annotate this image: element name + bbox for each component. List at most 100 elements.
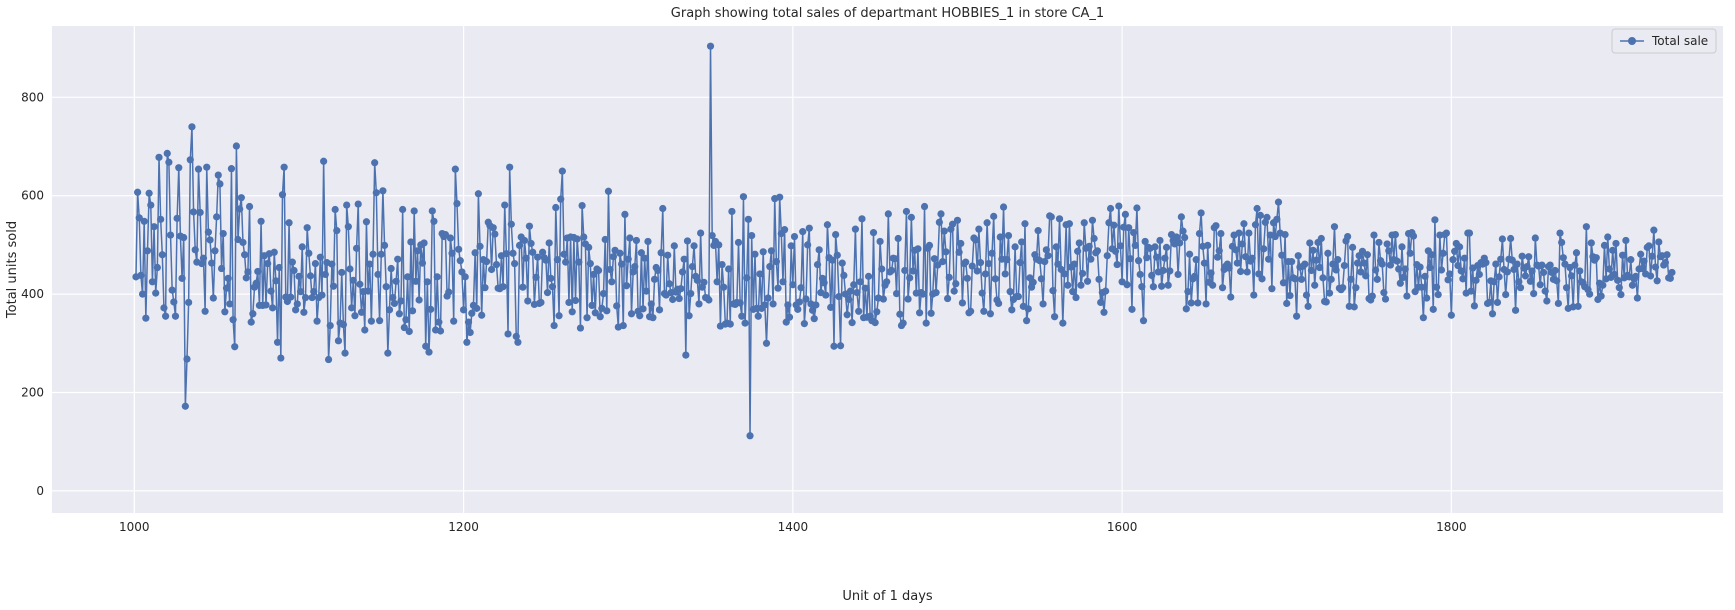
data-point <box>1525 253 1533 261</box>
data-point <box>1467 287 1475 295</box>
data-point <box>296 288 305 296</box>
data-point <box>1141 237 1149 246</box>
data-point <box>878 265 886 273</box>
data-point <box>380 241 389 249</box>
data-point <box>188 123 196 131</box>
data-point <box>548 283 557 291</box>
data-point <box>1400 273 1408 281</box>
data-point <box>626 234 634 242</box>
data-point <box>217 264 226 273</box>
data-point <box>594 266 603 275</box>
data-point <box>823 221 832 229</box>
data-point <box>1194 299 1202 307</box>
data-point <box>1217 229 1225 238</box>
data-point <box>464 318 473 326</box>
x-tick-label: 1400 <box>778 520 809 534</box>
data-point <box>988 249 996 257</box>
data-point <box>1080 219 1088 227</box>
data-point <box>196 208 204 217</box>
data-point <box>637 249 645 257</box>
data-point <box>851 225 860 233</box>
data-point <box>784 301 792 309</box>
data-point <box>1054 260 1062 268</box>
data-point <box>1439 249 1447 257</box>
data-point <box>1380 289 1388 297</box>
data-point <box>888 266 896 275</box>
data-point <box>137 271 145 279</box>
data-point <box>892 290 901 298</box>
data-point <box>492 260 501 269</box>
data-point <box>1587 239 1595 247</box>
y-tick-label: 200 <box>21 385 44 399</box>
data-point <box>1428 251 1436 259</box>
data-point <box>390 299 399 308</box>
data-point <box>1075 239 1083 247</box>
data-point <box>1536 281 1544 289</box>
data-point <box>744 215 752 223</box>
data-point <box>1661 259 1669 267</box>
data-point <box>295 272 303 280</box>
data-point <box>405 327 413 336</box>
data-point <box>334 337 343 345</box>
data-point <box>914 245 922 253</box>
data-point <box>285 219 293 227</box>
data-point <box>466 328 474 337</box>
data-point <box>367 317 375 325</box>
data-point <box>1131 241 1139 249</box>
data-point <box>1516 284 1525 292</box>
data-point <box>1136 270 1144 279</box>
data-point <box>208 259 216 267</box>
data-point <box>1645 242 1653 250</box>
data-point <box>1498 235 1506 243</box>
data-point <box>808 306 817 314</box>
data-point <box>175 164 183 172</box>
data-point <box>1268 285 1276 293</box>
data-point <box>502 250 510 258</box>
series-points-total-sale <box>132 42 1676 440</box>
data-point <box>1444 276 1452 284</box>
data-point <box>1037 275 1046 283</box>
data-point <box>537 298 545 307</box>
data-point <box>1627 256 1635 264</box>
data-point <box>990 212 998 220</box>
data-point <box>794 305 802 313</box>
data-point <box>840 271 848 279</box>
data-point <box>627 310 636 318</box>
data-point <box>1362 272 1370 280</box>
data-point <box>1251 221 1260 229</box>
data-point <box>313 317 321 325</box>
data-point <box>1123 281 1131 289</box>
data-point <box>1263 213 1271 221</box>
data-point <box>532 273 540 281</box>
data-point <box>519 283 527 291</box>
data-point <box>1434 290 1442 299</box>
data-point <box>1260 245 1268 253</box>
data-point <box>1530 290 1538 298</box>
data-point <box>1065 220 1074 228</box>
data-point <box>241 251 249 259</box>
data-point <box>1655 238 1663 246</box>
data-point <box>588 301 596 310</box>
data-point <box>1632 272 1640 280</box>
data-point <box>555 312 563 320</box>
data-point <box>1212 222 1220 230</box>
data-point <box>1001 270 1009 278</box>
data-point <box>580 233 588 241</box>
data-point <box>456 257 464 265</box>
data-point <box>364 287 372 295</box>
data-point <box>379 187 387 195</box>
data-point <box>1039 300 1047 308</box>
data-point <box>1018 238 1026 246</box>
data-point <box>209 294 217 302</box>
data-point <box>1248 254 1256 262</box>
data-point <box>157 215 165 223</box>
data-point <box>848 319 856 327</box>
data-point <box>1605 265 1613 273</box>
data-point <box>1492 260 1500 268</box>
data-point <box>706 42 715 50</box>
data-point <box>413 247 422 255</box>
data-point <box>1235 229 1243 237</box>
data-point <box>346 265 354 273</box>
data-point <box>1126 255 1134 263</box>
data-point <box>504 330 512 338</box>
